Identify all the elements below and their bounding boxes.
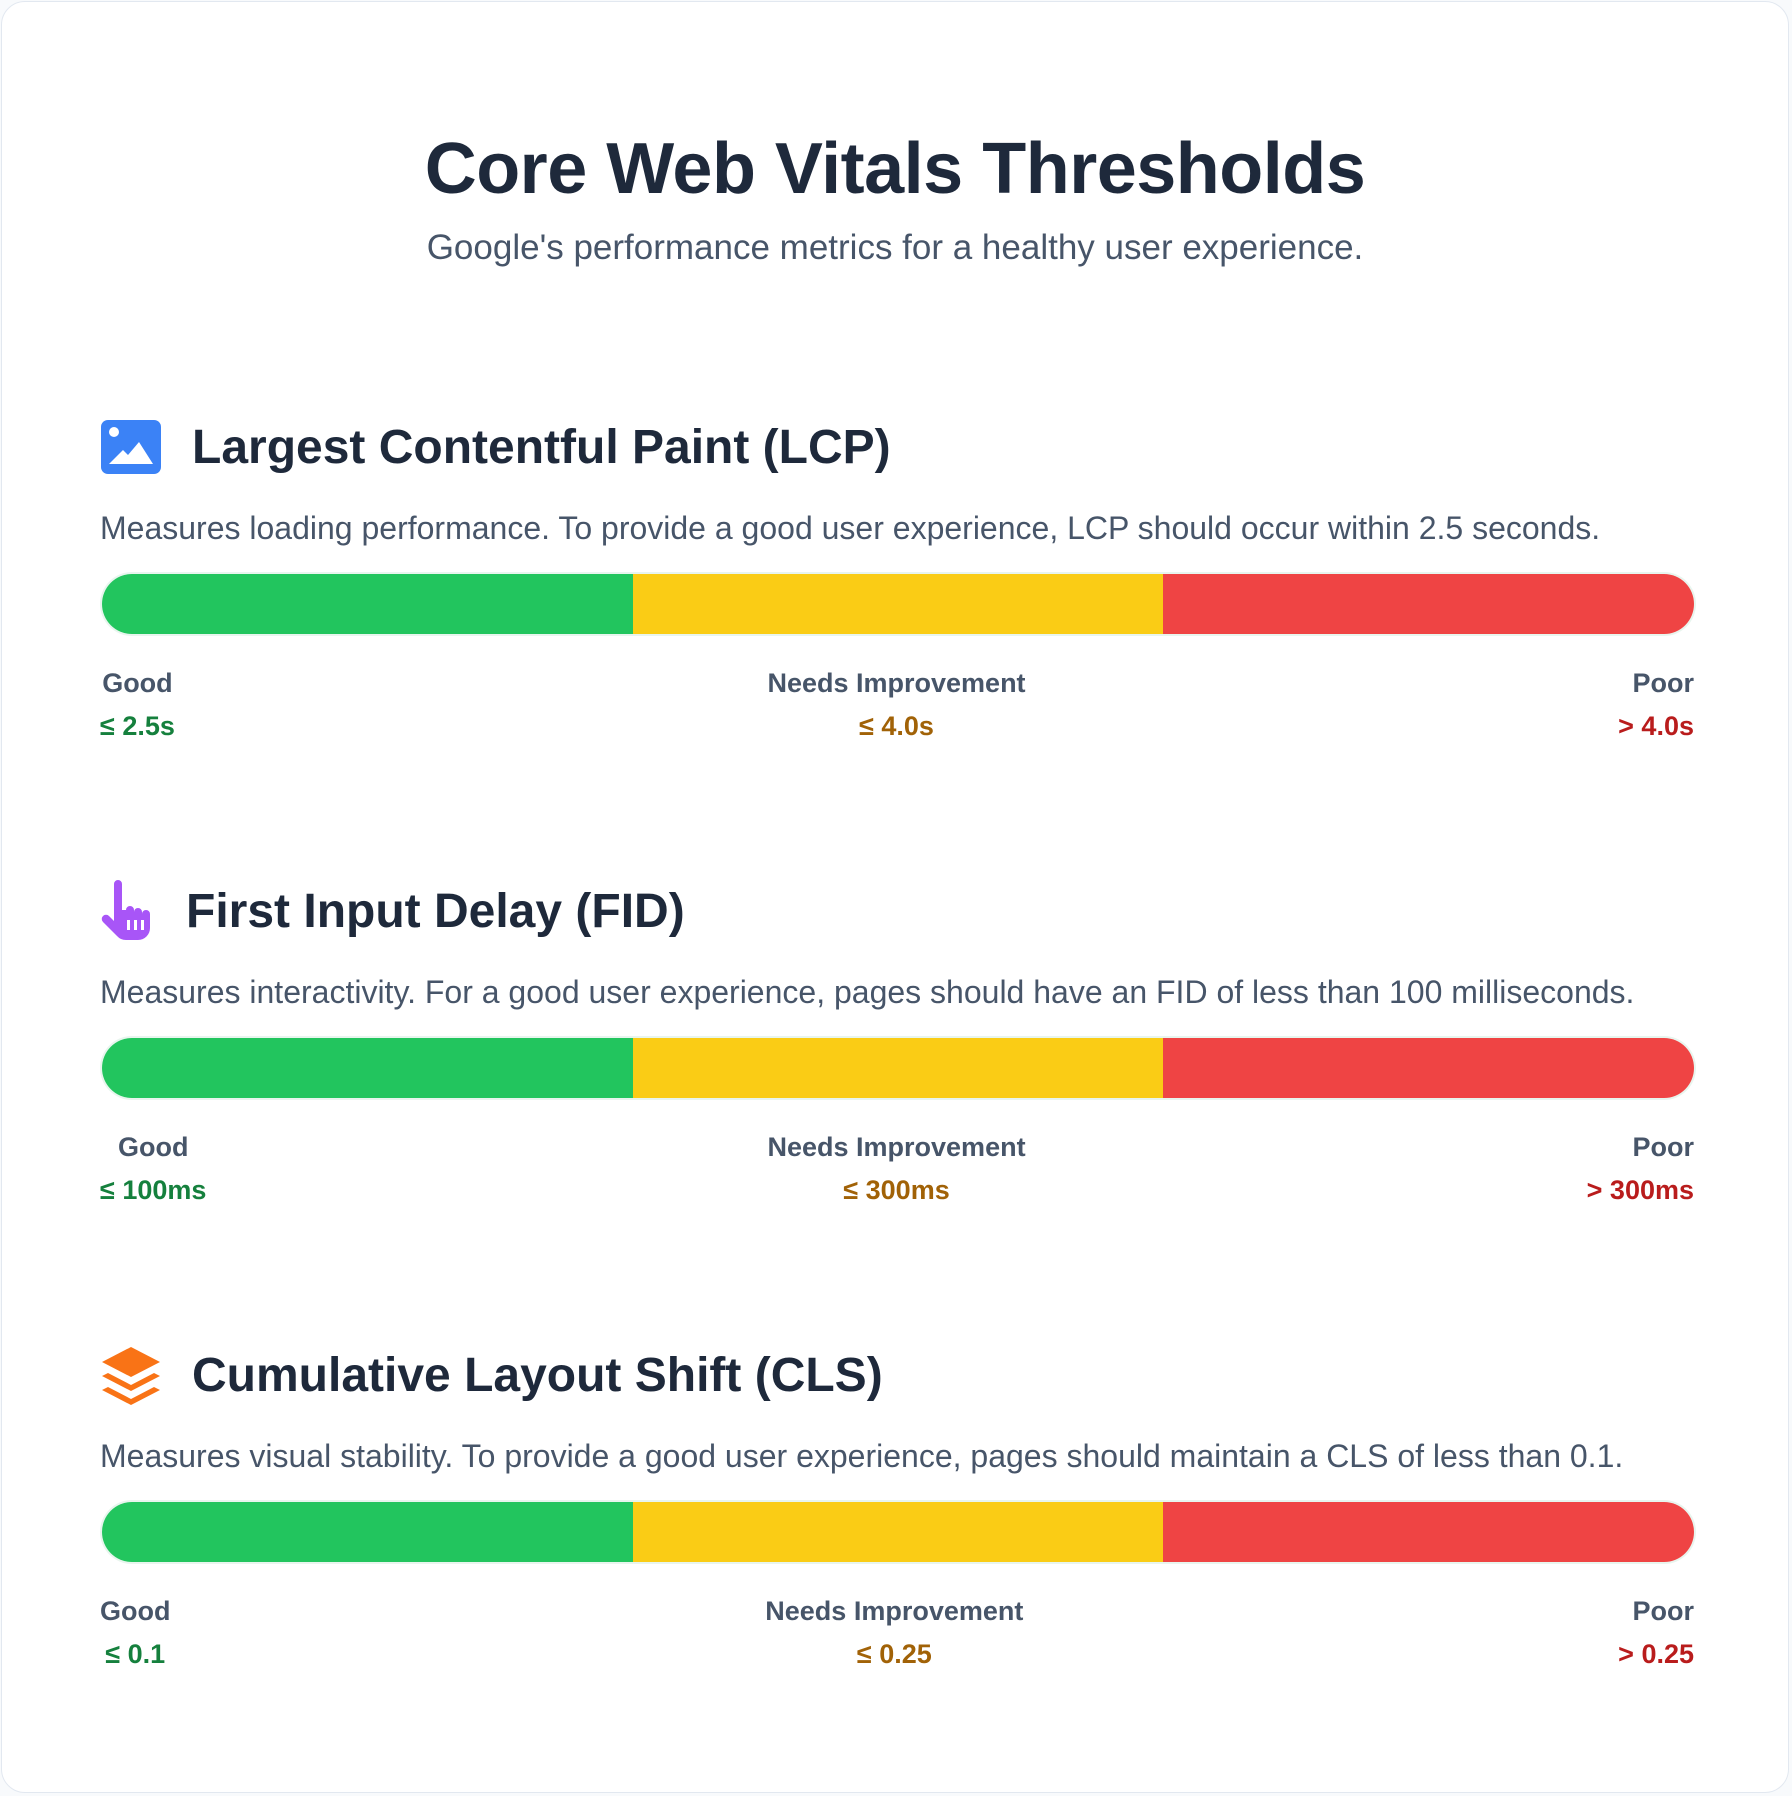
poor-label: Poor > 300ms xyxy=(1586,1132,1694,1205)
good-segment xyxy=(102,1038,633,1098)
metric-lcp: Largest Contentful Paint (LCP) Measures … xyxy=(100,412,1694,742)
needs-improvement-segment xyxy=(632,1038,1164,1098)
image-icon xyxy=(100,416,162,478)
metric-title: Cumulative Layout Shift (CLS) xyxy=(192,1348,883,1402)
threshold-bar xyxy=(102,1502,1694,1562)
poor-segment xyxy=(1163,1502,1694,1562)
poor-segment xyxy=(1163,1038,1694,1098)
pointer-hand-icon xyxy=(100,880,156,942)
threshold-bar xyxy=(102,574,1694,634)
threshold-bar xyxy=(102,1038,1694,1098)
good-label: Good ≤ 100ms xyxy=(100,1132,207,1205)
metric-title: Largest Contentful Paint (LCP) xyxy=(192,420,891,474)
good-segment xyxy=(102,1502,633,1562)
poor-label: Poor > 0.25 xyxy=(1618,1596,1694,1669)
needs-improvement-label: Needs Improvement ≤ 300ms xyxy=(767,1132,1026,1205)
metric-description: Measures interactivity. For a good user … xyxy=(100,974,1635,1010)
layers-icon xyxy=(100,1344,162,1406)
needs-improvement-label: Needs Improvement ≤ 0.25 xyxy=(765,1596,1024,1669)
needs-improvement-segment xyxy=(632,574,1164,634)
metric-cls: Cumulative Layout Shift (CLS) Measures v… xyxy=(100,1340,1694,1670)
good-segment xyxy=(102,574,633,634)
page-title: Core Web Vitals Thresholds xyxy=(424,129,1366,209)
poor-label: Poor > 4.0s xyxy=(1618,668,1694,741)
good-label: Good ≤ 0.1 xyxy=(100,1596,171,1669)
metric-description: Measures loading performance. To provide… xyxy=(100,510,1601,546)
needs-improvement-segment xyxy=(632,1502,1164,1562)
poor-segment xyxy=(1163,574,1694,634)
needs-improvement-label: Needs Improvement ≤ 4.0s xyxy=(767,668,1026,741)
good-label: Good ≤ 2.5s xyxy=(100,668,175,741)
page-subtitle: Google's performance metrics for a healt… xyxy=(426,228,1364,267)
metric-fid: First Input Delay (FID) Measures interac… xyxy=(100,876,1694,1206)
metric-title: First Input Delay (FID) xyxy=(186,884,685,938)
metric-description: Measures visual stability. To provide a … xyxy=(100,1438,1624,1474)
